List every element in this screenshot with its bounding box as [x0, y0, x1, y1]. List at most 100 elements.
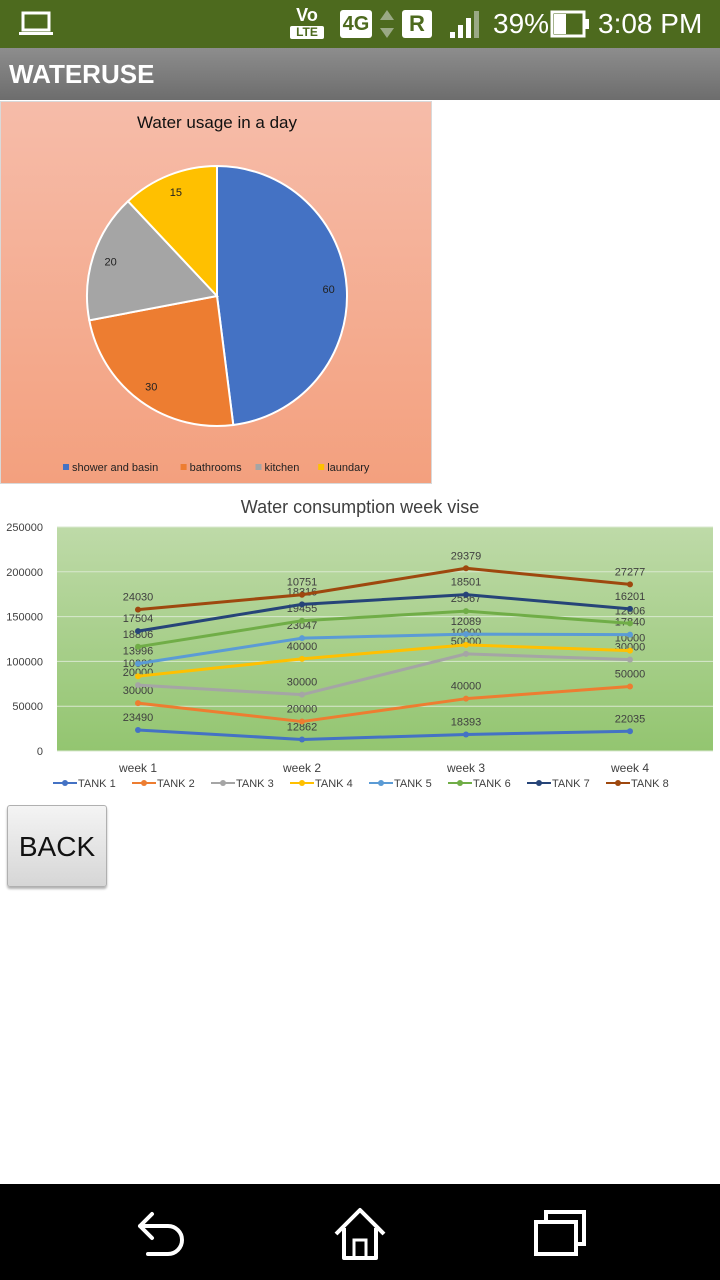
legend-label: bathrooms — [190, 462, 242, 474]
pie-data-label: 20 — [105, 256, 117, 268]
data-point — [135, 628, 141, 635]
legend-label: TANK 2 — [157, 778, 195, 790]
app-title: WATERUSE — [9, 59, 155, 89]
series-line — [137, 643, 631, 678]
home-nav-icon[interactable] — [330, 1204, 390, 1264]
series-line — [137, 652, 631, 697]
y-tick-label: 100000 — [6, 656, 43, 668]
data-label: 18393 — [451, 717, 482, 729]
data-point — [299, 691, 305, 698]
data-label: 18806 — [123, 629, 154, 641]
legend-label: TANK 4 — [315, 778, 353, 790]
legend-marker — [299, 780, 305, 786]
data-label: 40000 — [451, 681, 482, 693]
legend-label: shower and basin — [72, 462, 158, 474]
volte-indicator: Vo LTE — [290, 6, 324, 44]
battery-percentage: 39% — [493, 8, 550, 39]
line-chart-panel: Water consumption week vise 250000 200000 1… — [0, 490, 720, 796]
data-point — [627, 728, 633, 735]
back-button[interactable]: BACK — [7, 805, 107, 887]
data-label: 40000 — [287, 641, 318, 653]
data-point — [299, 635, 305, 642]
data-activity-icon — [380, 10, 394, 38]
series-line — [137, 684, 631, 724]
data-label: 27277 — [615, 566, 646, 578]
recent-apps-nav-icon[interactable] — [530, 1204, 590, 1264]
data-point — [627, 683, 633, 690]
pie-chart: Water usage in a day 60 30 20 15 shower and b… — [63, 113, 370, 474]
status-bar: Vo LTE 4G R 39% 3:08 PM — [0, 0, 720, 48]
legend-label: TANK 6 — [473, 778, 511, 790]
data-point — [135, 682, 141, 689]
data-label: 17504 — [123, 613, 154, 625]
data-point — [299, 617, 305, 624]
data-point — [299, 655, 305, 662]
roaming-badge: R — [402, 10, 432, 38]
data-point — [299, 601, 305, 608]
legend-label: laundary — [327, 462, 370, 474]
x-tick-label: week 4 — [610, 761, 649, 775]
data-point — [463, 641, 469, 648]
legend-label: kitchen — [265, 462, 300, 474]
data-label: 20000 — [287, 704, 318, 716]
data-point — [463, 731, 469, 738]
legend-marker — [220, 780, 226, 786]
legend-label: TANK 8 — [631, 778, 669, 790]
legend-marker — [378, 780, 384, 786]
data-point — [135, 660, 141, 667]
navigation-bar — [0, 1184, 720, 1280]
data-label: 13996 — [123, 646, 154, 658]
series-line — [137, 632, 631, 666]
data-label: 29379 — [451, 550, 482, 562]
data-point — [299, 591, 305, 598]
line-chart: Water consumption week vise2500002000001… — [6, 497, 713, 790]
data-label: 12089 — [451, 616, 482, 628]
data-point — [463, 565, 469, 572]
pie-slice — [216, 164, 348, 427]
data-point — [627, 620, 633, 627]
battery-icon — [550, 10, 589, 38]
x-tick-label: week 3 — [446, 761, 485, 775]
pie-slice — [88, 294, 235, 427]
y-tick-label: 0 — [37, 746, 43, 758]
legend-marker — [62, 780, 68, 786]
pie-slice — [86, 199, 219, 322]
pie-data-label: 60 — [322, 284, 334, 296]
data-point — [463, 631, 469, 638]
data-label: 12862 — [287, 721, 318, 733]
series-line — [137, 593, 631, 633]
data-label: 50000 — [615, 668, 646, 680]
data-label: 18501 — [451, 577, 482, 589]
data-label: 16201 — [615, 591, 646, 603]
series-line — [137, 609, 631, 649]
legend-marker — [457, 780, 463, 786]
x-tick-label: week 2 — [282, 761, 321, 775]
pie-title: Water usage in a day — [137, 113, 298, 132]
data-point — [135, 606, 141, 613]
back-nav-icon[interactable] — [130, 1204, 190, 1264]
data-label: 10751 — [287, 577, 318, 589]
data-point — [299, 718, 305, 725]
data-label: 22035 — [615, 713, 646, 725]
pie-data-label: 15 — [170, 187, 182, 199]
legend-label: TANK 3 — [236, 778, 274, 790]
data-point — [463, 695, 469, 702]
data-point — [627, 631, 633, 638]
lte-label: LTE — [290, 26, 324, 39]
pie-slice — [126, 164, 218, 299]
data-point — [463, 608, 469, 615]
y-tick-label: 200000 — [6, 567, 43, 579]
series-line — [137, 566, 631, 612]
y-tick-label: 150000 — [6, 612, 43, 624]
app-bar: WATERUSE — [0, 48, 720, 100]
legend-swatch — [255, 464, 262, 470]
data-label: 23490 — [123, 712, 154, 724]
legend-marker — [615, 780, 621, 786]
legend-label: TANK 7 — [552, 778, 590, 790]
data-point — [135, 673, 141, 680]
data-label: 24030 — [123, 592, 154, 604]
clock: 3:08 PM — [598, 8, 703, 39]
legend-swatch — [63, 464, 69, 470]
series-line — [137, 728, 631, 741]
signal-strength-icon — [450, 11, 479, 38]
